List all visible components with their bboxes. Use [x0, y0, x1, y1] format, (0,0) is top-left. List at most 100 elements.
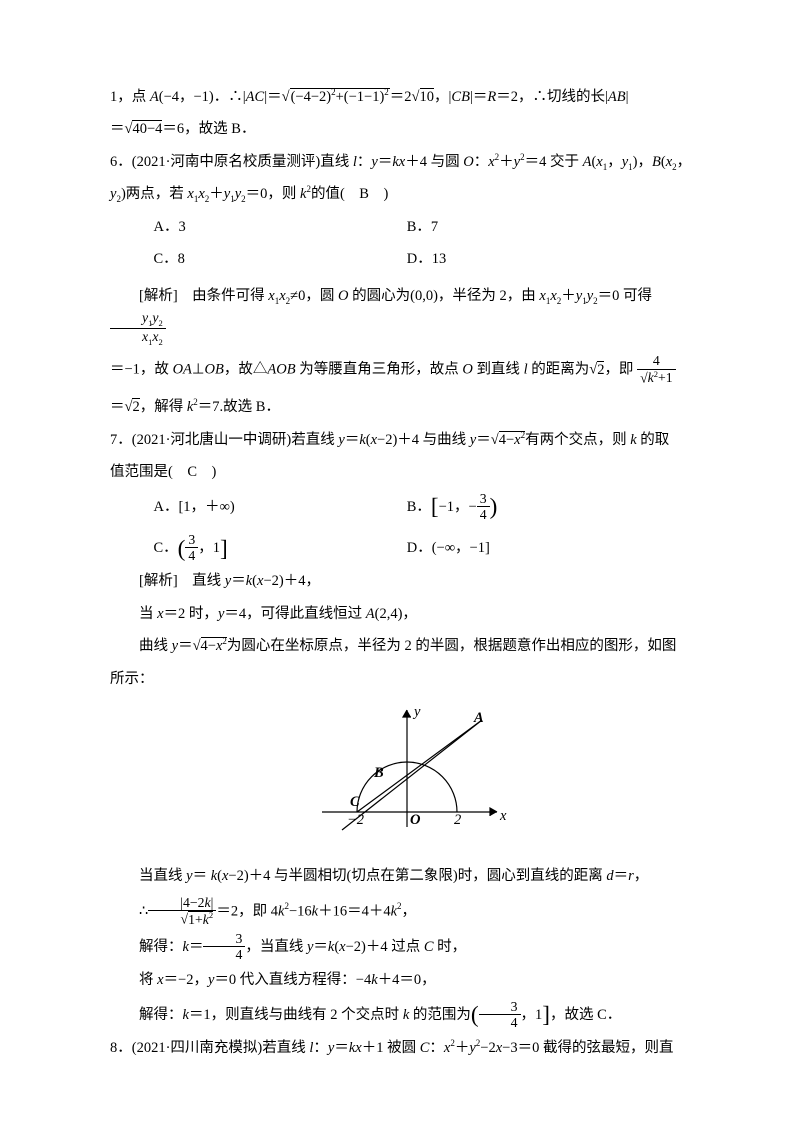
t: 的圆心为(0,0)，半径为 2，由: [349, 288, 540, 304]
t: ：: [357, 154, 372, 170]
t: 的距离为: [528, 362, 590, 378]
t: [解析] 由条件可得: [139, 288, 268, 304]
q6-opts-row1: A．3 B．7: [154, 212, 705, 242]
q7-optB: B．[−1，−34): [407, 492, 660, 523]
t: |＝: [264, 89, 281, 105]
t: ＝4，可得此直线恒过: [224, 606, 365, 622]
q7-sol4: 所示：: [110, 664, 704, 694]
t: ，: [634, 868, 649, 884]
t: ，即: [604, 362, 637, 378]
q7-sol2: 当 x＝2 时，y＝4，可得此直线恒过 A(2,4)，: [110, 599, 704, 629]
t: ，解得: [140, 399, 187, 415]
t: 将: [139, 972, 157, 988]
t: ，当直线: [245, 939, 307, 955]
t: 8．(2021·四川南充模拟)若直线: [110, 1040, 309, 1056]
t: 时，: [434, 939, 467, 955]
t: ＋1 被圆: [362, 1040, 420, 1056]
q6-optA: A．3: [154, 212, 407, 242]
t: (−4，−1)．∴|: [159, 89, 246, 105]
t: ＝: [110, 121, 125, 137]
t: ＝: [313, 939, 328, 955]
t: ＝4 交于: [525, 154, 583, 170]
t: ＝0 代入直线方程得：−4: [214, 972, 371, 988]
t: 为等腰直角三角形，故点: [296, 362, 463, 378]
t: ＝−1，故: [110, 362, 173, 378]
q6-stem: 6．(2021·河南中原名校质量测评)直线 l：y＝kx＋4 与圆 O：x2＋y…: [110, 147, 704, 177]
t: ＝7.故选 B．: [198, 399, 280, 415]
t: 1，点: [110, 89, 150, 105]
t: ＝2，∴切线的长|: [496, 89, 608, 105]
t: ＝6，故选 B．: [162, 121, 255, 137]
t: [解析] 直线: [139, 573, 225, 589]
q7-sol9: 解得：k＝1，则直线与曲线有 2 个交点时 k 的范围为(34，1]，故选 C．: [110, 1000, 704, 1031]
t: ：: [429, 1040, 444, 1056]
q7-sol8: 将 x＝−2，y＝0 代入直线方程得：−4k＋4＝0，: [110, 965, 704, 995]
q6-optD: D．13: [407, 244, 660, 274]
t: )，: [633, 154, 652, 170]
t: ＋4 与圆: [405, 154, 463, 170]
t: ＝: [378, 154, 393, 170]
t: )两点，若: [121, 186, 187, 202]
q6-sol1: [解析] 由条件可得 x1x2≠0，圆 O 的圆心为(0,0)，半径为 2，由 …: [110, 281, 704, 349]
lbl-O: O: [410, 812, 421, 828]
lbl-y: y: [412, 704, 421, 720]
q8-stem: 8．(2021·四川南充模拟)若直线 l：y＝kx＋1 被圆 C：x2＋y2−2…: [110, 1033, 704, 1063]
t: −16: [289, 903, 312, 919]
lbl-B: B: [373, 765, 384, 781]
t: ＝2 时，: [164, 606, 218, 622]
t: −3＝0 截得的弦最短，则直: [502, 1040, 673, 1056]
lbl-m2: −2: [347, 812, 364, 828]
t: ＝: [193, 868, 211, 884]
q6-optB: B．7: [407, 212, 660, 242]
t: ，1: [521, 1007, 543, 1023]
t: ，1: [198, 540, 220, 556]
t: 当直线: [139, 868, 186, 884]
t: ＋: [209, 186, 224, 202]
t: B．: [407, 499, 431, 515]
q7-optD: D．(−∞，−1]: [407, 533, 660, 564]
t: ，故△: [224, 362, 268, 378]
t: −2)＋4，: [263, 573, 320, 589]
q7-stem2: 值范围是( C ): [110, 457, 704, 487]
t: ＋4＝0，: [378, 972, 436, 988]
lbl-A: A: [473, 710, 484, 726]
lbl-C: C: [350, 794, 360, 810]
t: |＝: [470, 89, 487, 105]
t: 解得：: [139, 1007, 183, 1023]
t: −2)＋4 过点: [346, 939, 424, 955]
t: C．: [154, 540, 178, 556]
t: −2)＋4 与半圆相切(切点在第二象限)时，圆心到直线的距离: [228, 868, 606, 884]
t: 曲线: [139, 638, 172, 654]
q7-opts-row2: C．(34，1] D．(−∞，−1]: [154, 533, 705, 564]
t: ，: [607, 154, 622, 170]
t: 6．(2021·河南中原名校质量测评)直线: [110, 154, 353, 170]
t: ＝1，则直线与曲线有 2 个交点时: [189, 1007, 403, 1023]
q7-sol7: 解得：k＝34，当直线 y＝k(x−2)＋4 过点 C 时，: [110, 932, 704, 963]
q6-sol2: ＝−1，故 OA⊥OB，故△AOB 为等腰直角三角形，故点 O 到直线 l 的距…: [110, 354, 704, 386]
diagram-svg: y x A B C O −2 2: [302, 702, 512, 842]
t: 的值( B ): [311, 186, 388, 202]
q5-line2: ＝√40−4＝6，故选 B．: [110, 114, 704, 144]
t: 解得：: [139, 939, 183, 955]
t: ＝: [231, 573, 246, 589]
q6-opts-row2: C．8 D．13: [154, 244, 705, 274]
t: ＝2，即 4: [216, 903, 278, 919]
q6-optC: C．8: [154, 244, 407, 274]
t: 到直线: [473, 362, 524, 378]
t: ＝0，则: [246, 186, 300, 202]
t: ＝: [110, 399, 125, 415]
t: ，: [677, 154, 692, 170]
q6-stem2: y2)两点，若 x1x2＋y1y2＝0，则 k2的值( B ): [110, 179, 704, 209]
t: ＝2: [390, 89, 412, 105]
t: ∴: [139, 903, 148, 919]
t: ＝−2，: [164, 972, 208, 988]
q5-line1: 1，点 A(−4，−1)．∴|AC|＝√(−4−2)2+(−1−1)2＝2√10…: [110, 82, 704, 112]
lbl-x: x: [499, 808, 507, 824]
t: 的取: [637, 432, 670, 448]
t: ＋: [561, 288, 576, 304]
t: ＋: [499, 154, 514, 170]
t: ＝: [614, 868, 629, 884]
q7-optC: C．(34，1]: [154, 533, 407, 564]
t: ≠0，圆: [290, 288, 338, 304]
t: 的范围为: [409, 1007, 471, 1023]
